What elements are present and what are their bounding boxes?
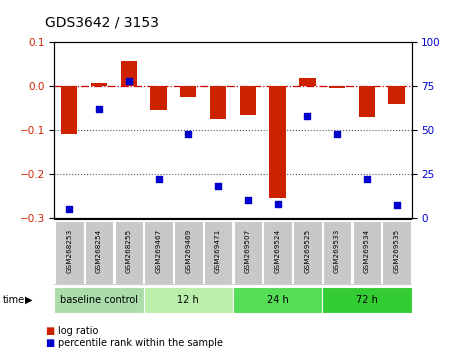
- Text: GSM268255: GSM268255: [126, 229, 132, 273]
- Text: log ratio: log ratio: [58, 326, 98, 336]
- Text: baseline control: baseline control: [60, 295, 138, 305]
- Text: GDS3642 / 3153: GDS3642 / 3153: [45, 16, 159, 29]
- Text: GSM269524: GSM269524: [275, 229, 280, 273]
- Bar: [150, 86, 167, 110]
- Bar: [359, 86, 375, 117]
- Bar: [323, 221, 351, 284]
- Text: GSM268254: GSM268254: [96, 229, 102, 273]
- Bar: [210, 86, 226, 119]
- Bar: [121, 61, 137, 86]
- Bar: [174, 221, 202, 284]
- Text: GSM268253: GSM268253: [66, 229, 72, 273]
- Bar: [233, 287, 322, 313]
- Bar: [144, 287, 233, 313]
- Point: [65, 206, 73, 212]
- Text: GSM269469: GSM269469: [185, 229, 191, 273]
- Bar: [180, 86, 196, 97]
- Bar: [382, 221, 411, 284]
- Text: GSM269471: GSM269471: [215, 229, 221, 273]
- Bar: [352, 221, 381, 284]
- Bar: [293, 221, 322, 284]
- Text: GSM269525: GSM269525: [304, 229, 310, 273]
- Text: 72 h: 72 h: [356, 295, 378, 305]
- Bar: [240, 86, 256, 115]
- Bar: [114, 221, 143, 284]
- Bar: [55, 221, 84, 284]
- Bar: [329, 86, 345, 88]
- Point: [155, 176, 162, 182]
- Text: 12 h: 12 h: [177, 295, 199, 305]
- Text: GSM269535: GSM269535: [394, 229, 400, 273]
- Bar: [85, 221, 114, 284]
- Point: [304, 113, 311, 119]
- Point: [244, 198, 252, 203]
- Bar: [144, 221, 173, 284]
- Point: [274, 201, 281, 206]
- Point: [333, 131, 341, 136]
- Bar: [263, 221, 292, 284]
- Bar: [322, 287, 412, 313]
- Text: time: time: [2, 295, 25, 305]
- Bar: [91, 83, 107, 86]
- Bar: [234, 221, 262, 284]
- Text: GSM269507: GSM269507: [245, 229, 251, 273]
- Bar: [270, 86, 286, 198]
- Point: [363, 176, 371, 182]
- Text: GSM269533: GSM269533: [334, 229, 340, 273]
- Text: percentile rank within the sample: percentile rank within the sample: [58, 338, 223, 348]
- Point: [393, 202, 401, 208]
- Text: ■: ■: [45, 338, 54, 348]
- Text: ▶: ▶: [25, 295, 32, 305]
- Text: 24 h: 24 h: [267, 295, 289, 305]
- Point: [184, 131, 192, 136]
- Point: [214, 183, 222, 189]
- Point: [95, 106, 103, 112]
- Bar: [299, 78, 315, 86]
- Bar: [204, 221, 232, 284]
- Bar: [388, 86, 405, 104]
- Point: [125, 78, 132, 84]
- Bar: [61, 86, 78, 133]
- Text: ■: ■: [45, 326, 54, 336]
- Text: GSM269467: GSM269467: [156, 229, 162, 273]
- Bar: [54, 287, 144, 313]
- Text: GSM269534: GSM269534: [364, 229, 370, 273]
